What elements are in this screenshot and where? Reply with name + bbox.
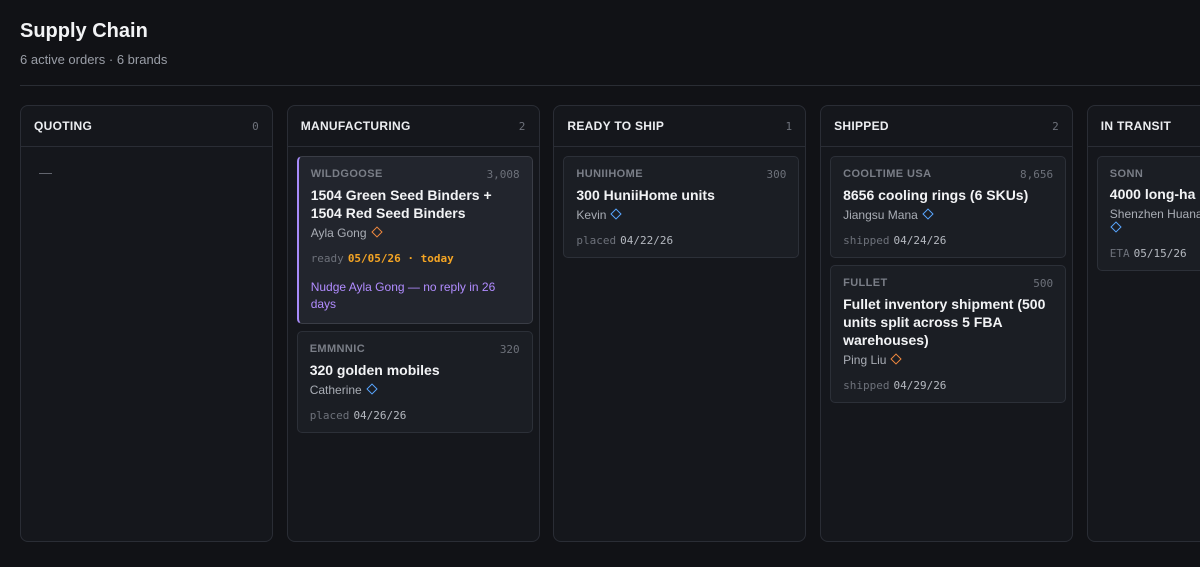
order-title: Fullet inventory shipment (500 units spl… xyxy=(843,296,1046,348)
status-icon xyxy=(922,208,934,220)
quantity: 320 xyxy=(499,343,520,356)
contact: Jiangsu Mana xyxy=(843,208,1053,222)
brand-name: HUNIIHOME xyxy=(576,168,643,180)
column-header: SHIPPED 2 xyxy=(821,106,1073,147)
order-title: 320 golden mobiles xyxy=(309,362,440,378)
date-row: shipped 04/24/26 xyxy=(843,234,1053,247)
empty-placeholder: — xyxy=(39,165,52,180)
order-card[interactable]: COOLTIME USA 8,656 8656 cooling rings (6 S… xyxy=(830,156,1067,258)
date-value: 04/22/26 xyxy=(620,234,674,247)
contact-name: Ayla Gong xyxy=(310,226,367,240)
column-header: MANUFACTURING 2 xyxy=(287,106,539,147)
date-value: 04/24/26 xyxy=(893,234,947,247)
column-name: IN TRANSIT xyxy=(1100,119,1172,133)
contact-name: Kevin xyxy=(576,208,607,222)
column-count: 0 xyxy=(252,119,259,133)
brand-name: EMMNNIC xyxy=(309,343,366,355)
order-title: 1504 Green Seed Binders + 1504 Red Seed … xyxy=(310,187,492,221)
contact: Catherine xyxy=(310,383,520,397)
status-icon xyxy=(366,383,378,395)
order-card[interactable]: FULLET 500 Fullet inventory shipment (500 … xyxy=(830,265,1067,403)
contact: Shenzhen Huana xyxy=(1110,207,1200,235)
date-label: placed xyxy=(309,409,350,422)
date-row: shipped 04/29/26 xyxy=(843,379,1053,392)
date-label: ETA xyxy=(1109,247,1130,260)
order-card[interactable]: EMMNNIC 320 320 golden mobiles Catherine pla… xyxy=(296,331,533,433)
quantity: 300 xyxy=(766,168,787,181)
quantity: 500 xyxy=(1033,277,1054,290)
card-list: COOLTIME USA 8,656 8656 cooling rings (6 S… xyxy=(821,147,1072,419)
date-label: placed xyxy=(576,234,617,247)
column: READY TO SHIP 1 HUNIIHOME 300 300 HuniiHome … xyxy=(553,105,807,542)
column-name: READY TO SHIP xyxy=(567,119,665,133)
quantity: 8,656 xyxy=(1019,168,1054,181)
date-value: 05/15/26 xyxy=(1133,247,1187,260)
card-header: WILDGOOSE 3,008 xyxy=(311,168,520,181)
date-value: 05/05/26 · today xyxy=(347,252,454,265)
status-icon xyxy=(370,226,383,238)
date-row: placed 04/26/26 xyxy=(310,409,520,422)
date-label: shipped xyxy=(843,234,890,247)
contact-name: Ping Liu xyxy=(843,353,887,367)
date-label: shipped xyxy=(843,379,890,392)
contact-name: Jiangsu Mana xyxy=(843,208,918,222)
brand-name: FULLET xyxy=(843,277,888,289)
status-icon xyxy=(1110,221,1122,233)
card-header: HUNIIHOME 300 xyxy=(576,168,786,181)
brand-name: WILDGOOSE xyxy=(310,168,383,180)
column-header: READY TO SHIP 1 xyxy=(554,106,806,147)
contact: Ayla Gong xyxy=(311,226,520,240)
column-name: QUOTING xyxy=(34,119,93,133)
column-count: 2 xyxy=(518,119,526,133)
date-row: placed 04/22/26 xyxy=(576,234,786,247)
card-header: FULLET 500 xyxy=(843,277,1053,290)
order-card[interactable]: HUNIIHOME 300 300 HuniiHome units Kevin plac… xyxy=(563,156,800,258)
column-name: MANUFACTURING xyxy=(300,119,411,133)
order-title: 8656 cooling rings (6 SKUs) xyxy=(843,187,1029,203)
order-card[interactable]: WILDGOOSE 3,008 1504 Green Seed Binders + … xyxy=(296,156,533,324)
card-list: HUNIIHOME 300 300 HuniiHome units Kevin plac… xyxy=(554,147,805,274)
contact: Kevin xyxy=(576,208,786,222)
brand-name: COOLTIME USA xyxy=(843,168,932,180)
order-card[interactable]: SONN 4000 long-ha Shenzhen Huana ETA 05/15/2… xyxy=(1096,156,1200,271)
date-value: 04/26/26 xyxy=(353,409,407,422)
page-title: Supply Chain xyxy=(20,20,148,42)
divider xyxy=(20,85,1200,86)
card-header: EMMNNIC 320 xyxy=(310,343,520,356)
nudge-message[interactable]: Nudge Ayla Gong — no reply in 26 days xyxy=(310,280,496,311)
column: QUOTING 0 — xyxy=(20,105,273,542)
status-icon xyxy=(610,208,623,220)
column-header: QUOTING 0 xyxy=(21,106,272,147)
card-list xyxy=(21,198,272,216)
status-icon xyxy=(890,353,903,365)
card-list: SONN 4000 long-ha Shenzhen Huana ETA 05/15/2… xyxy=(1088,147,1200,287)
date-value: 04/29/26 xyxy=(893,379,947,392)
column: IN TRANSIT SONN 4000 long-ha Shenzhen Huana… xyxy=(1086,105,1200,542)
card-header: SONN xyxy=(1110,168,1200,180)
column: MANUFACTURING 2 WILDGOOSE 3,008 1504 Green S… xyxy=(286,105,540,542)
order-title: 4000 long-ha xyxy=(1109,186,1196,202)
date-label: ready xyxy=(310,252,344,265)
card-list: WILDGOOSE 3,008 1504 Green Seed Binders + … xyxy=(288,147,539,449)
page-subtitle: 6 active orders · 6 brands xyxy=(20,52,168,67)
column-count: 2 xyxy=(1052,119,1060,133)
column-header: IN TRANSIT xyxy=(1087,106,1200,147)
order-title: 300 HuniiHome units xyxy=(576,187,715,203)
contact-name: Catherine xyxy=(309,383,362,397)
quantity: 3,008 xyxy=(486,168,520,181)
date-row: ETA 05/15/26 xyxy=(1110,247,1200,260)
column-name: SHIPPED xyxy=(834,119,889,133)
contact: Ping Liu xyxy=(843,353,1053,367)
column: SHIPPED 2 COOLTIME USA 8,656 8656 cooling ri… xyxy=(820,105,1074,542)
column-count: 1 xyxy=(785,119,793,133)
contact-name: Shenzhen Huana xyxy=(1109,207,1200,221)
card-header: COOLTIME USA 8,656 xyxy=(843,168,1053,181)
brand-name: SONN xyxy=(1109,168,1144,180)
date-row: ready 05/05/26 · today xyxy=(311,252,520,265)
